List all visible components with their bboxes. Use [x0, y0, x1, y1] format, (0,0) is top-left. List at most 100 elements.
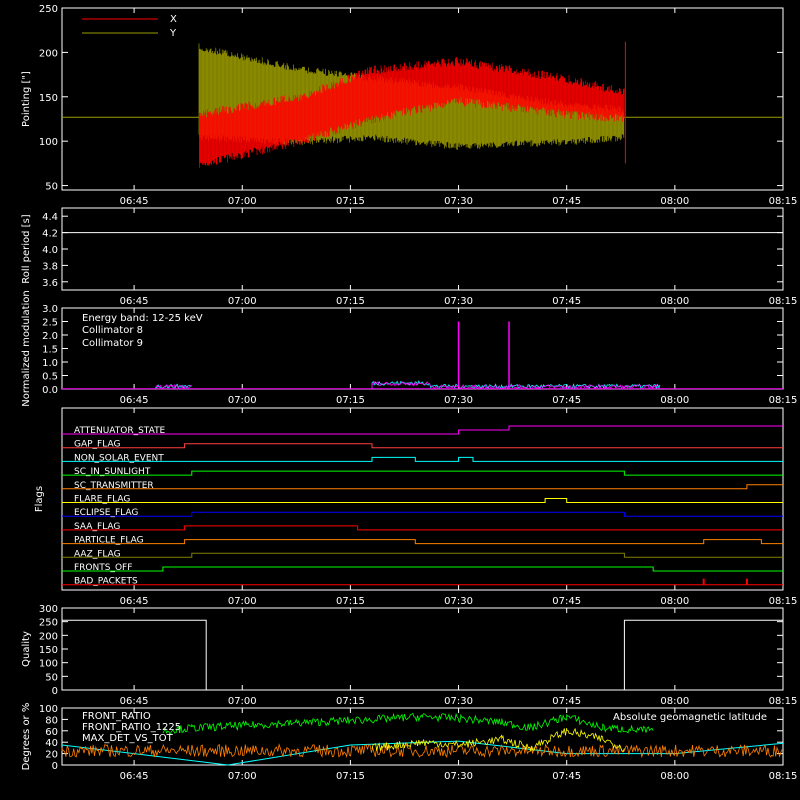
flag-label: ECLIPSE_FLAG: [74, 508, 138, 518]
y-tick-label: 100: [39, 137, 58, 148]
y-tick-label: 250: [39, 618, 58, 629]
y-tick-label: 0.5: [42, 372, 58, 383]
x-tick-label: 07:30: [444, 196, 473, 207]
max-det-vs-tot-line: [61, 743, 783, 759]
y-tick-label: 60: [45, 727, 58, 738]
flag-label: PARTICLE_FLAG: [74, 536, 144, 546]
y-axis-label: Quality: [21, 631, 32, 667]
x-tick-label: 08:00: [660, 196, 689, 207]
flag-label: ATTENUATOR_STATE: [74, 426, 166, 436]
x-tick-label: 07:00: [228, 596, 257, 607]
flag-label: SAA_FLAG: [74, 522, 120, 532]
flag-label: BAD_PACKETS: [74, 577, 138, 587]
x-tick-label: 06:45: [120, 771, 149, 782]
flag-line: [62, 511, 783, 517]
x-tick-label: 06:45: [120, 696, 149, 707]
y-axis-label: Roll period [s]: [21, 214, 32, 283]
x-tick-label: 07:00: [228, 196, 257, 207]
x-tick-label: 07:00: [228, 771, 257, 782]
x-tick-label: 07:00: [228, 696, 257, 707]
x-tick-label: 08:15: [769, 696, 798, 707]
x-tick-label: 07:45: [552, 771, 581, 782]
flag-line: [62, 539, 783, 545]
y-tick-label: 3.6: [42, 278, 58, 289]
plot-frame-5: [61, 707, 784, 766]
flag-line: [62, 552, 783, 558]
y-tick-label: 0: [52, 686, 58, 697]
flag-label: GAP_FLAG: [74, 440, 120, 450]
plot-frame-3: [61, 407, 784, 591]
y-tick-label: 200: [39, 631, 58, 642]
y-tick-label: 4.0: [42, 245, 58, 256]
x-tick-label: 07:15: [336, 395, 365, 406]
y-tick-label: 80: [45, 715, 58, 726]
y-tick-label: 0: [52, 761, 58, 772]
quality-line: [62, 619, 783, 691]
plot-frame-1: [61, 207, 784, 291]
flag-line: [62, 443, 783, 449]
legend-label-y: Y: [169, 28, 177, 39]
x-tick-label: 07:45: [552, 696, 581, 707]
y-tick-label: 200: [39, 48, 58, 59]
y-tick-label: 50: [45, 182, 58, 193]
y-tick-label: 4.4: [42, 212, 58, 223]
x-tick-label: 06:45: [120, 395, 149, 406]
front-ratio-1225-line: [162, 712, 654, 735]
y-tick-label: 40: [45, 738, 58, 749]
flag-label: FRONTS_OFF: [74, 563, 132, 573]
x-tick-label: 07:15: [336, 771, 365, 782]
series-y: [198, 43, 625, 150]
x-tick-label: 07:30: [444, 395, 473, 406]
x-tick-label: 08:15: [769, 395, 798, 406]
legend-front-ratio-1225: FRONT_RATIO_1225: [82, 722, 181, 733]
x-tick-label: 07:15: [336, 196, 365, 207]
x-tick-label: 06:45: [120, 296, 149, 307]
x-tick-label: 08:15: [769, 196, 798, 207]
series-x: [199, 57, 625, 168]
y-tick-label: 4.2: [42, 229, 58, 240]
x-tick-label: 08:15: [769, 296, 798, 307]
y-axis-label: Normalized modulation: [21, 290, 32, 407]
flag-line: [62, 498, 783, 503]
y-tick-label: 20: [45, 750, 58, 761]
y-tick-label: 2.5: [42, 318, 58, 329]
x-tick-label: 07:45: [552, 395, 581, 406]
flag-line: [62, 484, 783, 490]
modulation-9: [155, 380, 661, 391]
flag-label: NON_SOLAR_EVENT: [74, 453, 164, 463]
x-tick-label: 07:45: [552, 196, 581, 207]
x-tick-label: 07:45: [552, 596, 581, 607]
y-tick-label: 50: [45, 672, 58, 683]
x-tick-label: 07:15: [336, 696, 365, 707]
y-tick-label: 300: [39, 604, 58, 615]
x-tick-label: 08:00: [660, 296, 689, 307]
y-axis-label: Flags: [34, 486, 45, 512]
y-tick-label: 150: [39, 645, 58, 656]
x-tick-label: 08:00: [660, 596, 689, 607]
front-ratio-line: [371, 727, 625, 752]
x-tick-label: 08:15: [769, 596, 798, 607]
x-tick-label: 07:00: [228, 296, 257, 307]
y-tick-label: 150: [39, 93, 58, 104]
x-tick-label: 08:00: [660, 696, 689, 707]
flag-line: [62, 470, 783, 476]
y-tick-label: 250: [39, 4, 58, 15]
flag-label: AAZ_FLAG: [74, 549, 121, 559]
x-tick-label: 07:15: [336, 296, 365, 307]
x-tick-label: 07:45: [552, 296, 581, 307]
y-tick-label: 2.0: [42, 331, 58, 342]
legend-front-ratio: FRONT_RATIO: [82, 711, 151, 722]
legend-geomagnetic-latitude: Absolute geomagnetic latitude: [613, 712, 767, 723]
y-tick-label: 100: [39, 704, 58, 715]
y-tick-label: 100: [39, 659, 58, 670]
legend-energy-band: Energy band: 12-25 keV: [82, 313, 203, 324]
x-tick-label: 07:30: [444, 771, 473, 782]
x-tick-label: 06:45: [120, 196, 149, 207]
x-tick-label: 08:00: [660, 395, 689, 406]
y-tick-label: 0.0: [42, 385, 58, 396]
y-tick-label: 1.5: [42, 345, 58, 356]
flag-line: [62, 566, 783, 572]
x-tick-label: 07:30: [444, 696, 473, 707]
plot-frame-0: [61, 7, 784, 191]
